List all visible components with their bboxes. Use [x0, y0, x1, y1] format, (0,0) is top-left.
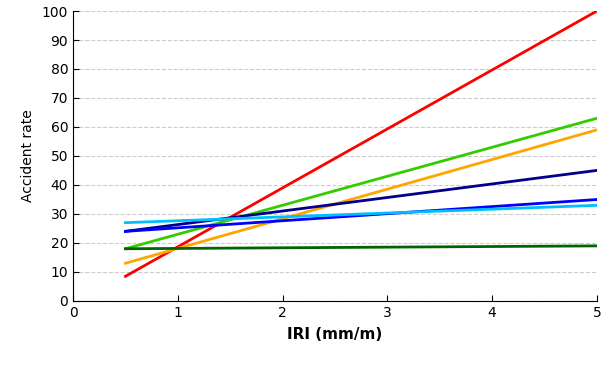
Y-axis label: Accident rate: Accident rate [21, 110, 35, 202]
X-axis label: IRI (mm/m): IRI (mm/m) [287, 327, 382, 342]
